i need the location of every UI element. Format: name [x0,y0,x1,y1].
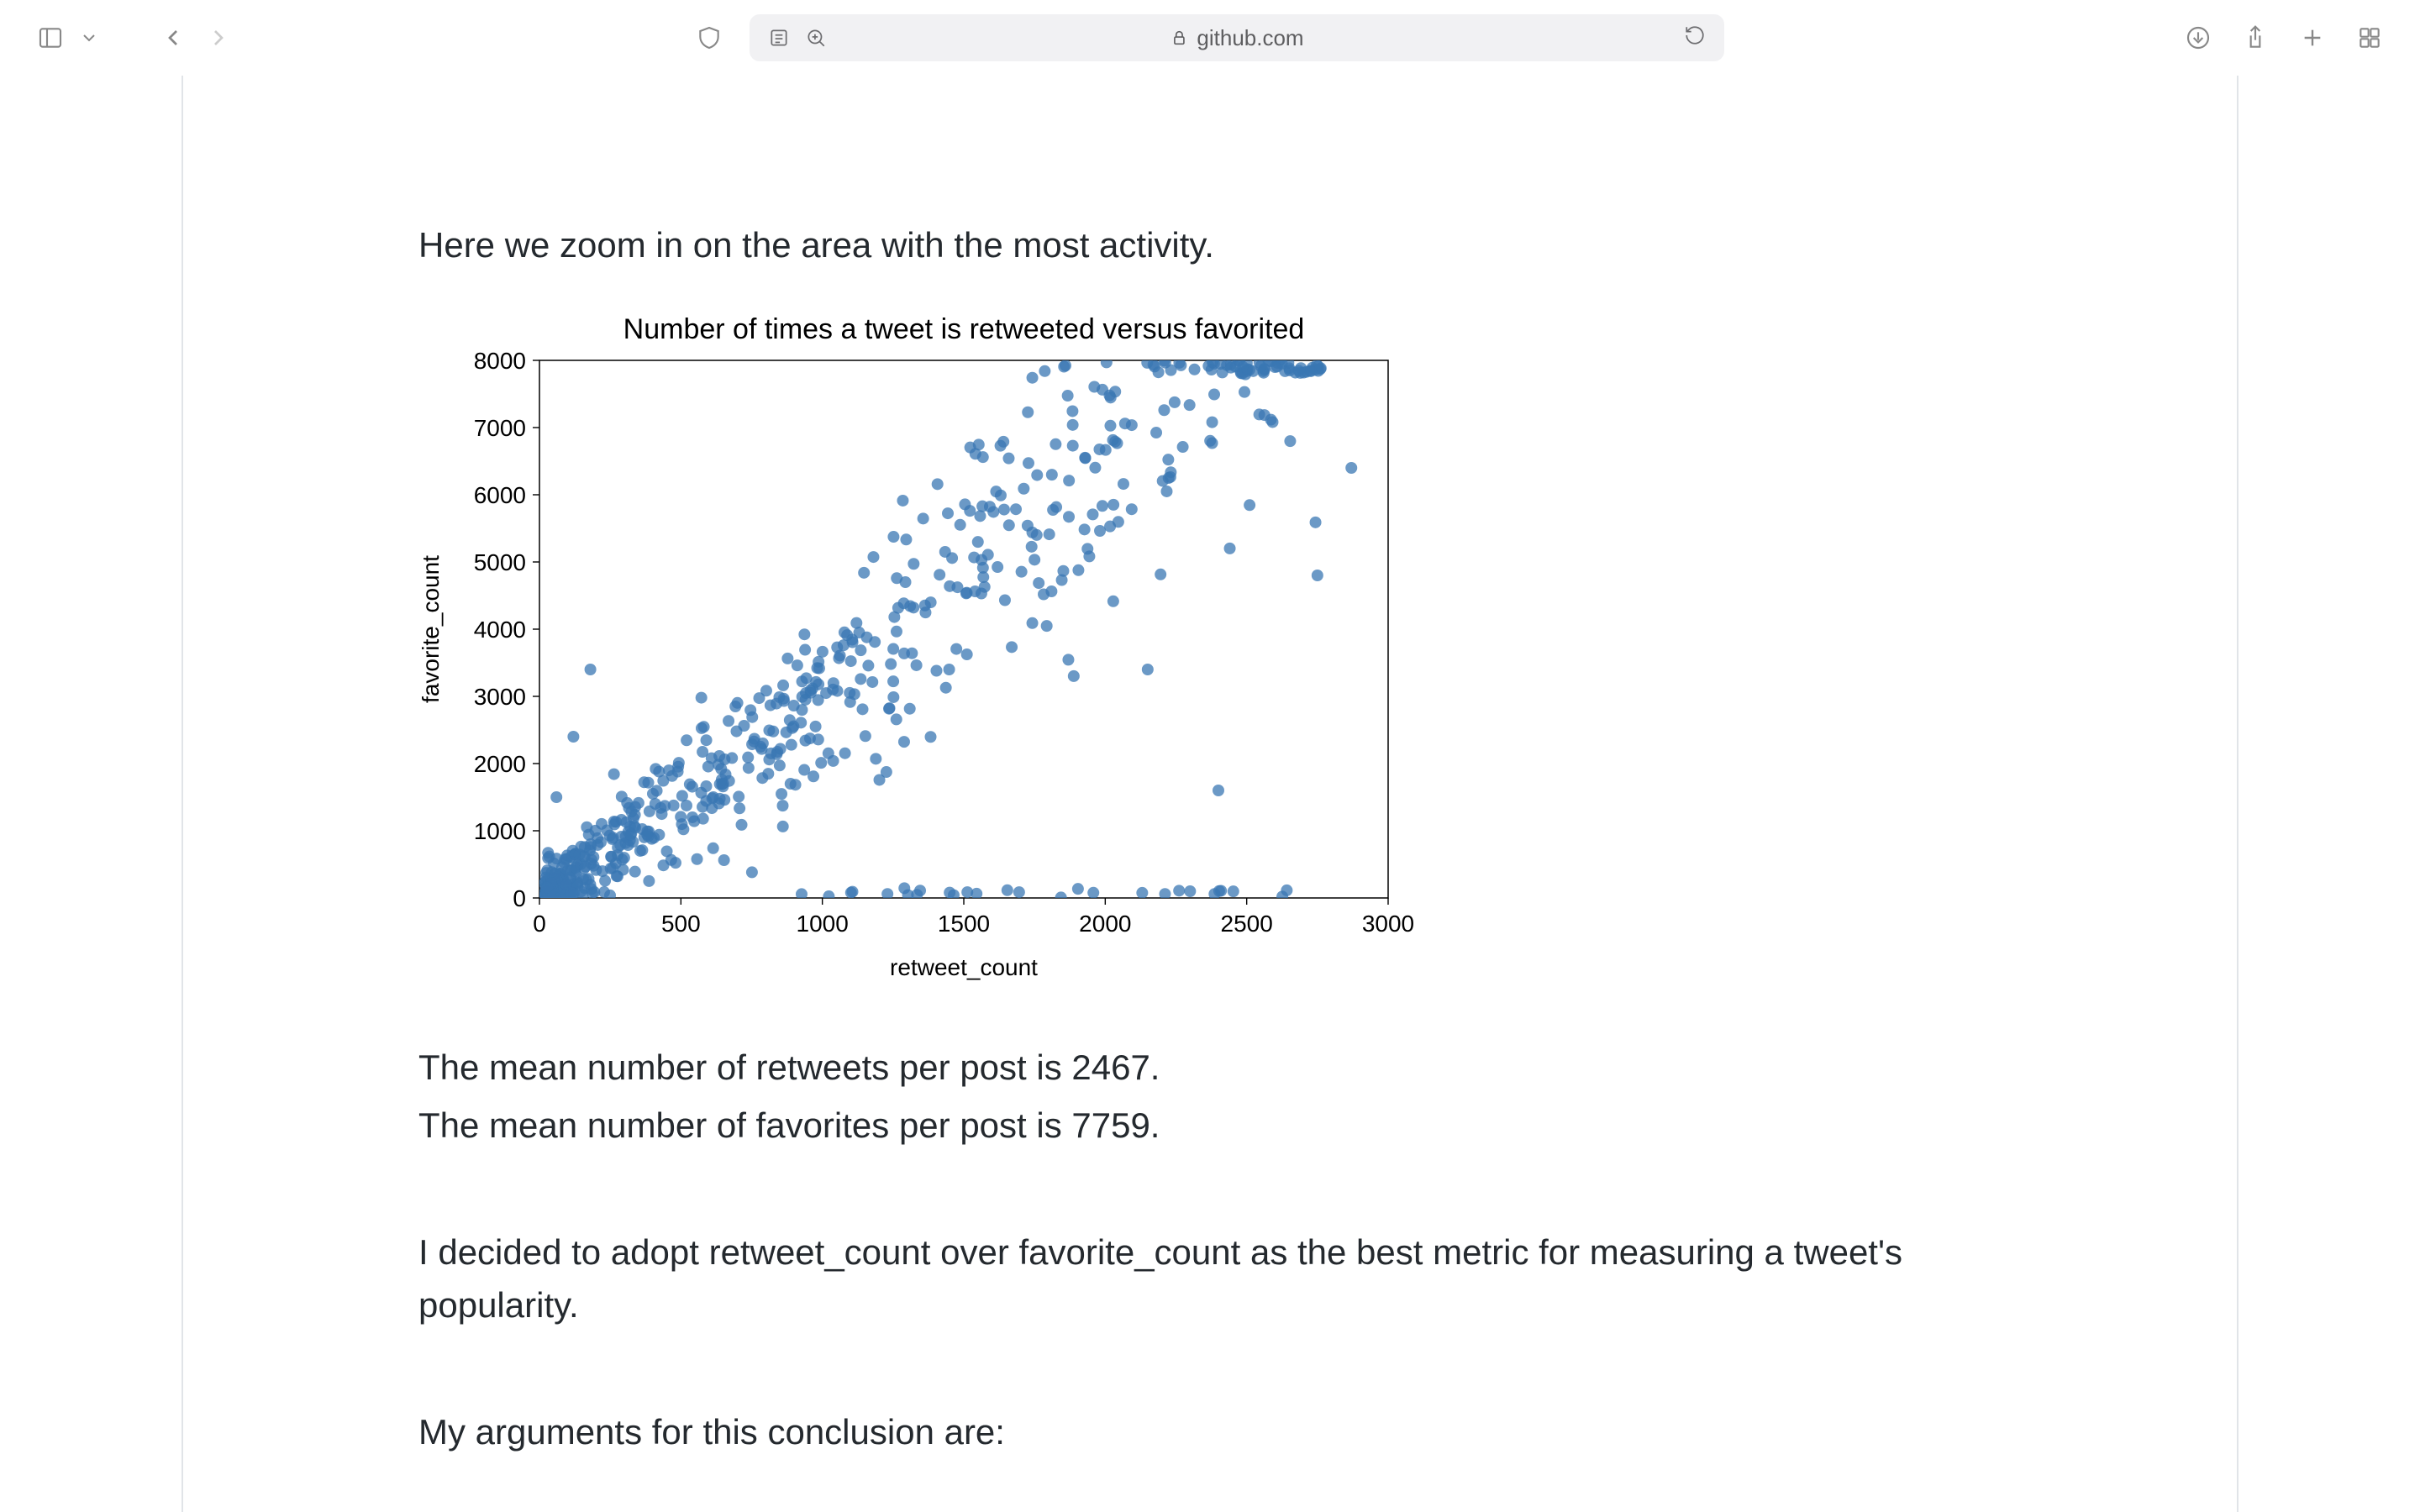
toolbar-center-group: github.com [250,14,2166,61]
svg-text:500: 500 [661,911,701,937]
svg-text:0: 0 [513,885,526,911]
address-bar[interactable]: github.com [750,14,1724,61]
page-content: Here we zoom in on the area with the mos… [182,76,2238,1512]
scatter-svg: 0 500 1000 1500 2000 2500 3000 0 1000 2000 3000 400… [413,302,1422,990]
svg-text:3000: 3000 [474,684,526,710]
svg-text:Number of times a tweet is ret: Number of times a tweet is retweeted ver… [623,313,1305,345]
browser-toolbar: github.com [0,0,2420,76]
text-size-icon[interactable] [768,27,790,49]
mean-rt-text: The mean number of retweets per post is … [418,1041,2002,1094]
svg-text:5000: 5000 [474,549,526,575]
reload-button[interactable] [1684,24,1706,52]
back-button[interactable] [156,21,190,55]
svg-text:8000: 8000 [474,348,526,374]
svg-text:3000: 3000 [1362,911,1414,937]
svg-text:1000: 1000 [797,911,849,937]
scatter-chart: 0 500 1000 1500 2000 2500 3000 0 1000 2000 3000 400… [413,302,2002,990]
toolbar-left-group [34,21,235,55]
svg-text:1000: 1000 [474,818,526,844]
svg-text:favorite_count: favorite_count [418,555,444,703]
url-host-text: github.com [1197,25,1303,51]
downloads-icon[interactable] [2181,21,2215,55]
svg-text:1500: 1500 [938,911,990,937]
toolbar-right-group [2181,21,2386,55]
svg-text:retweet_count: retweet_count [890,954,1038,980]
svg-text:2000: 2000 [1079,911,1131,937]
lock-icon [1170,29,1188,47]
decision-paragraph: I decided to adopt retweet_count over fa… [418,1226,2002,1331]
arguments-intro: My arguments for this conclusion are: [418,1405,2002,1458]
addr-left-controls [768,27,827,49]
intro-paragraph: Here we zoom in on the area with the mos… [418,218,2002,271]
chevron-down-icon[interactable] [79,21,99,55]
address-url: github.com [1170,25,1303,51]
shield-icon[interactable] [692,21,726,55]
svg-text:7000: 7000 [474,415,526,441]
tab-overview-icon[interactable] [2353,21,2386,55]
svg-text:0: 0 [533,911,546,937]
new-tab-icon[interactable] [2296,21,2329,55]
sidebar-toggle-icon[interactable] [34,21,67,55]
forward-button[interactable] [202,21,235,55]
svg-text:2000: 2000 [474,751,526,777]
svg-text:4000: 4000 [474,617,526,643]
zoom-icon[interactable] [805,27,827,49]
mean-fav-text: The mean number of favorites per post is… [418,1099,2002,1152]
svg-text:2500: 2500 [1221,911,1273,937]
svg-text:6000: 6000 [474,482,526,508]
share-icon[interactable] [2238,21,2272,55]
content-viewport: Here we zoom in on the area with the mos… [0,76,2420,1512]
